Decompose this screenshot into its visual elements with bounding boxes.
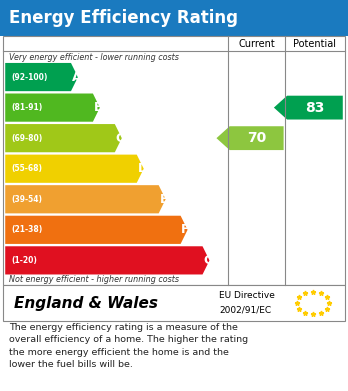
Text: Very energy efficient - lower running costs: Very energy efficient - lower running co… (9, 53, 179, 63)
Text: 70: 70 (247, 131, 266, 145)
Bar (0, 0, 348, 36)
Text: C: C (116, 132, 125, 145)
Bar (3, 36, 345, 285)
Polygon shape (274, 96, 343, 120)
Polygon shape (5, 154, 144, 183)
Polygon shape (5, 93, 100, 122)
Polygon shape (5, 216, 188, 244)
Text: A: A (72, 70, 81, 84)
Text: E: E (159, 193, 168, 206)
Text: (1-20): (1-20) (11, 256, 37, 265)
Text: The energy efficiency rating is a measure of the
overall efficiency of a home. T: The energy efficiency rating is a measur… (9, 323, 248, 369)
Polygon shape (5, 63, 78, 91)
Text: F: F (181, 223, 190, 236)
Text: G: G (203, 254, 213, 267)
Text: Energy Efficiency Rating: Energy Efficiency Rating (9, 9, 238, 27)
Text: 83: 83 (305, 100, 325, 115)
Text: B: B (94, 101, 103, 114)
Text: Potential: Potential (293, 39, 337, 48)
Polygon shape (5, 246, 209, 274)
Text: (55-68): (55-68) (11, 164, 42, 173)
Polygon shape (216, 126, 284, 150)
Polygon shape (5, 185, 166, 213)
Text: England & Wales: England & Wales (14, 296, 158, 310)
Text: (92-100): (92-100) (11, 73, 48, 82)
Text: Not energy efficient - higher running costs: Not energy efficient - higher running co… (9, 275, 179, 284)
Text: (39-54): (39-54) (11, 195, 42, 204)
Polygon shape (5, 124, 122, 152)
Text: (21-38): (21-38) (11, 225, 43, 234)
Bar (3, 285, 345, 321)
Text: Current: Current (238, 39, 275, 48)
Text: 2002/91/EC: 2002/91/EC (219, 305, 271, 314)
Text: (81-91): (81-91) (11, 103, 43, 112)
Text: D: D (137, 162, 148, 175)
Text: (69-80): (69-80) (11, 134, 43, 143)
Text: EU Directive: EU Directive (219, 291, 275, 300)
